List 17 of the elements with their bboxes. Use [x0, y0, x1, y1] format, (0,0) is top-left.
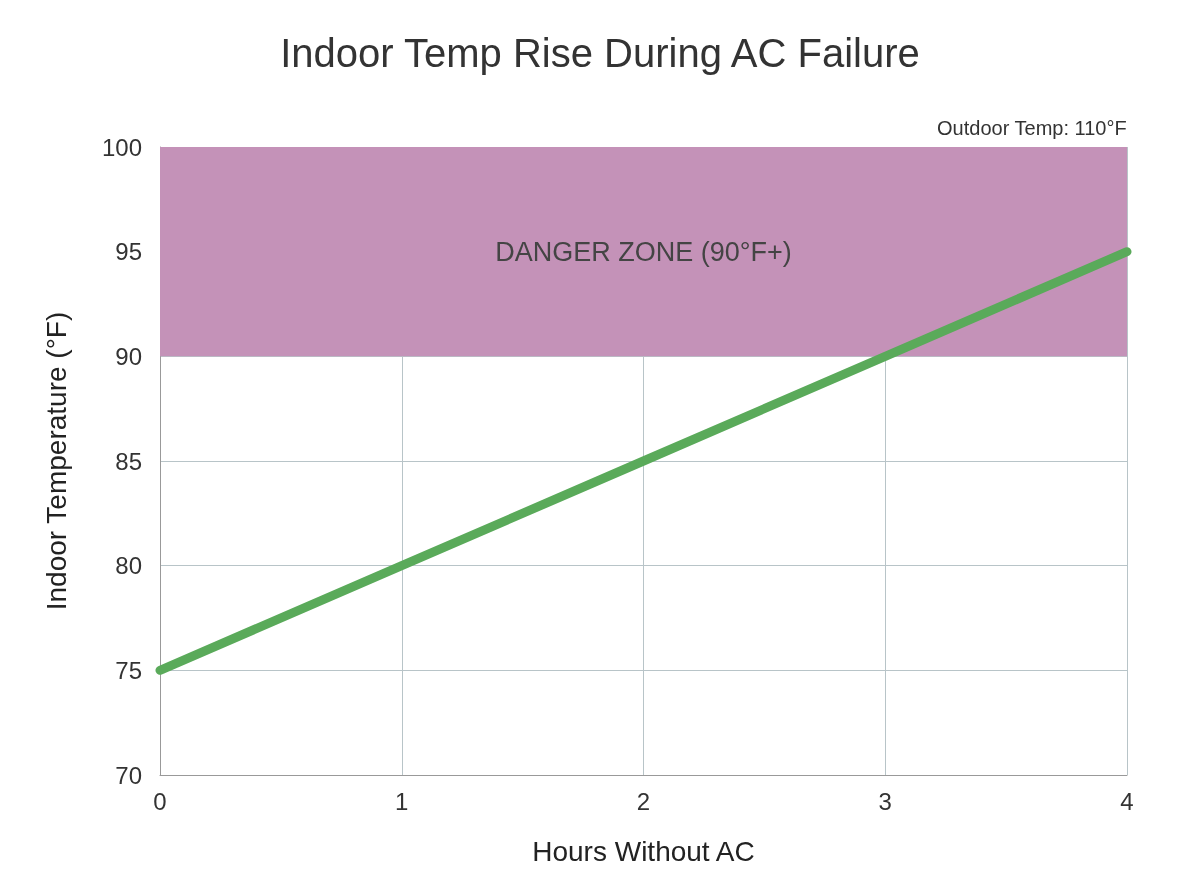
band-label: DANGER ZONE (90°F+)	[495, 236, 792, 267]
x-tick-label: 2	[636, 787, 651, 815]
x-tick-label: 3	[878, 787, 892, 815]
y-tick-label: 90	[115, 342, 142, 370]
y-tick-label: 75	[115, 656, 142, 684]
y-tick-label: 80	[115, 552, 142, 580]
text: Outdoor Temp: 110°F	[937, 117, 1127, 139]
x-tick-label: 0	[153, 787, 167, 815]
y-tick-label: 100	[101, 133, 142, 161]
y-tick-label: 70	[115, 761, 142, 789]
y-axis-title: Indoor Temperature (°F)	[40, 311, 72, 611]
y-tick-label: 85	[115, 447, 142, 475]
y-tick-label: 95	[115, 238, 142, 266]
x-tick-label: 4	[1120, 787, 1134, 815]
x-tick-label: 1	[395, 787, 409, 815]
x-axis-title: Hours Without AC	[532, 835, 755, 867]
chart-title: Indoor Temp Rise During AC Failure	[280, 31, 920, 75]
